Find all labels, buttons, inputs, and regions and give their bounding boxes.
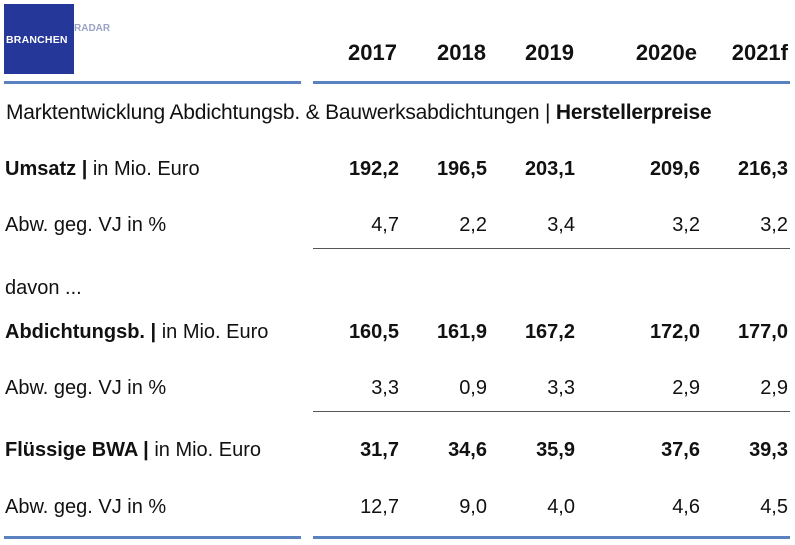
- footer-rule-right: [313, 536, 790, 539]
- subtitle-bold: Herstellerpreise: [555, 101, 712, 124]
- cell-bwa-abw-2019: 4,0: [547, 496, 575, 518]
- row-label-umsatz-unit: in Mio. Euro: [87, 158, 200, 180]
- year-header-2021f: 2021f: [731, 40, 788, 65]
- row-label-abdichtungsb-unit: in Mio. Euro: [156, 321, 269, 343]
- divider-2: [313, 411, 790, 412]
- cell-bwa-2017: 31,7: [360, 439, 399, 461]
- cell-umsatz-2018: 196,5: [436, 158, 487, 180]
- cell-umsatz-2021f: 216,3: [737, 158, 788, 180]
- cell-umsatz-abw-2017: 4,7: [371, 214, 399, 236]
- cell-abdicht-2019: 167,2: [524, 321, 575, 343]
- row-label-abdichtungsb: Abdichtungsb. | in Mio. Euro: [5, 321, 268, 344]
- subtitle-main: Marktentwicklung Abdichtungsb. & Bauwerk…: [6, 101, 556, 124]
- row-label-abdichtungsb-bold: Abdichtungsb. |: [5, 321, 157, 343]
- cell-bwa-abw-2021f: 4,5: [760, 496, 788, 518]
- cell-bwa-2019: 35,9: [536, 439, 575, 461]
- row-label-bwa-unit: in Mio. Euro: [148, 439, 262, 461]
- row-label-bwa: Flüssige BWA | in Mio. Euro: [5, 439, 261, 462]
- divider-1: [313, 248, 790, 249]
- year-header-2020e: 2020e: [635, 40, 697, 65]
- cell-abdicht-abw-2021f: 2,9: [760, 377, 788, 399]
- cell-umsatz-abw-2020e: 3,2: [672, 214, 700, 236]
- row-label-bwa-abw: Abw. geg. VJ in %: [5, 496, 167, 518]
- header-rule-left: [4, 81, 301, 84]
- row-label-umsatz-bold: Umsatz |: [5, 158, 88, 180]
- cell-bwa-abw-2017: 12,7: [360, 496, 399, 518]
- cell-abdicht-2020e: 172,0: [649, 321, 700, 343]
- header-rule-right: [313, 81, 790, 84]
- cell-abdicht-abw-2018: 0,9: [459, 377, 487, 399]
- cell-bwa-abw-2020e: 4,6: [672, 496, 700, 518]
- davon-label: davon ...: [5, 277, 82, 299]
- cell-umsatz-2017: 192,2: [348, 158, 399, 180]
- brand-logo: BRANCHEN: [4, 4, 74, 74]
- cell-abdicht-abw-2017: 3,3: [371, 377, 399, 399]
- cell-abdicht-2017: 160,5: [348, 321, 399, 343]
- footer-rule-left: [4, 536, 301, 539]
- cell-umsatz-abw-2019: 3,4: [547, 214, 575, 236]
- cell-bwa-abw-2018: 9,0: [459, 496, 487, 518]
- cell-abdicht-2021f: 177,0: [737, 321, 788, 343]
- logo-text-radar: RADAR: [74, 23, 111, 34]
- cell-umsatz-abw-2018: 2,2: [459, 214, 487, 236]
- row-label-abdicht-abw: Abw. geg. VJ in %: [5, 377, 167, 399]
- logo-text-branchen: BRANCHEN: [6, 34, 68, 46]
- year-header-2017: 2017: [348, 40, 397, 65]
- cell-bwa-2021f: 39,3: [749, 439, 788, 461]
- cell-umsatz-abw-2021f: 3,2: [760, 214, 788, 236]
- year-header-2019: 2019: [525, 40, 574, 65]
- table-subtitle: Marktentwicklung Abdichtungsb. & Bauwerk…: [6, 101, 712, 125]
- year-header-2018: 2018: [437, 40, 486, 65]
- cell-bwa-2018: 34,6: [448, 439, 487, 461]
- row-label-bwa-bold: Flüssige BWA |: [5, 439, 149, 461]
- row-label-umsatz-abw: Abw. geg. VJ in %: [5, 214, 167, 236]
- cell-umsatz-2020e: 209,6: [649, 158, 700, 180]
- cell-abdicht-2018: 161,9: [436, 321, 487, 343]
- row-label-umsatz: Umsatz | in Mio. Euro: [5, 158, 200, 181]
- cell-umsatz-2019: 203,1: [524, 158, 575, 180]
- cell-abdicht-abw-2019: 3,3: [547, 377, 575, 399]
- cell-abdicht-abw-2020e: 2,9: [672, 377, 700, 399]
- cell-bwa-2020e: 37,6: [661, 439, 700, 461]
